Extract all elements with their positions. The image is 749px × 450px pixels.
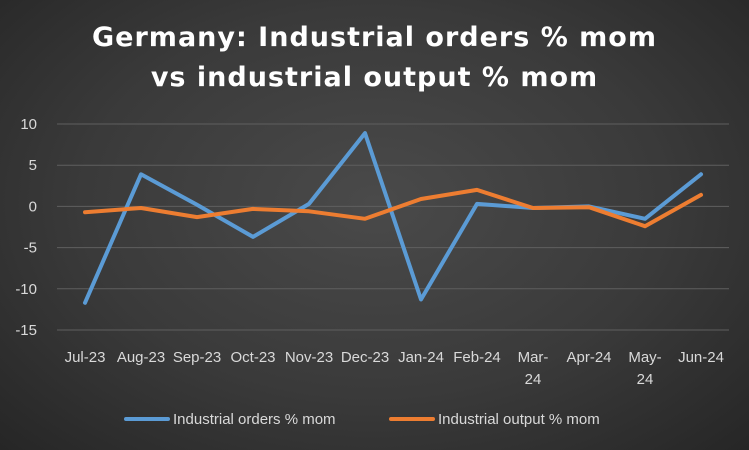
series-line-1 <box>83 131 703 305</box>
x-tick-label: Nov-23 <box>285 349 333 366</box>
x-tick-label: Mar-24 <box>518 349 549 388</box>
chart-title-line-2: vs industrial output % mom <box>150 62 599 93</box>
x-tick-label: Oct-23 <box>230 349 275 366</box>
y-tick-label: -10 <box>15 281 37 298</box>
y-tick-label: -15 <box>15 322 37 339</box>
x-tick-label: Aug-23 <box>117 349 165 366</box>
y-tick-label: -5 <box>24 240 37 257</box>
y-tick-label: 5 <box>29 157 37 174</box>
x-tick-label: Sep-23 <box>173 349 221 366</box>
x-tick-label: Dec-23 <box>341 349 389 366</box>
y-tick-label: 10 <box>20 116 37 133</box>
x-tick-label: Jul-23 <box>65 349 106 366</box>
chart-title-line-1: Germany: Industrial orders % mom <box>92 22 657 53</box>
chart-title: Germany: Industrial orders % mom vs indu… <box>0 18 749 98</box>
series-line-2 <box>83 187 703 229</box>
y-tick-label: 0 <box>29 198 37 215</box>
x-tick-label: Feb-24 <box>453 349 501 366</box>
legend-label-2: Industrial output % mom <box>438 411 600 428</box>
x-tick-label: May-24 <box>628 349 661 388</box>
x-tick-label: Apr-24 <box>566 349 611 366</box>
x-tick-label: Jan-24 <box>398 349 444 366</box>
x-tick-label: Jun-24 <box>678 349 724 366</box>
legend-label-1: Industrial orders % mom <box>173 411 336 428</box>
